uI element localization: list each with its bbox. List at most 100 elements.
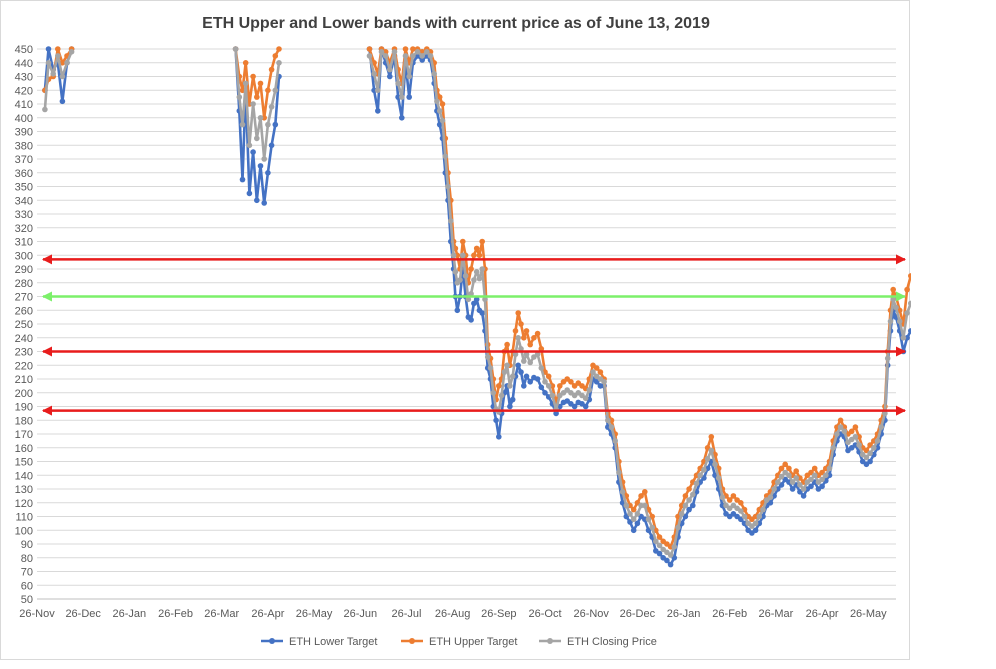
data-point: [276, 60, 282, 66]
y-axis-ticks: 5060708090100110120130140150160170180190…: [15, 44, 33, 606]
x-tick-label: 26-Nov: [19, 608, 55, 620]
data-point: [272, 87, 279, 94]
data-point: [871, 445, 877, 451]
data-point: [771, 486, 777, 492]
data-point: [436, 121, 443, 128]
data-point: [789, 486, 796, 492]
data-point: [856, 442, 862, 448]
legend-label: ETH Lower Target: [289, 636, 377, 648]
data-point: [534, 330, 541, 337]
data-point: [375, 108, 381, 114]
data-point: [630, 527, 637, 534]
data-point: [261, 156, 268, 162]
data-point: [800, 493, 807, 499]
x-tick-label: 26-Dec: [65, 608, 101, 620]
x-tick-label: 26-Dec: [620, 608, 656, 620]
data-point: [378, 49, 385, 55]
data-point: [382, 53, 389, 59]
data-point: [448, 218, 454, 224]
legend-marker: [547, 638, 553, 644]
data-point: [45, 46, 52, 52]
data-point: [246, 142, 253, 149]
data-point: [55, 53, 61, 59]
x-tick-label: 26-Jul: [391, 608, 421, 620]
data-point: [462, 273, 469, 279]
series-line: [368, 47, 911, 566]
data-point: [582, 395, 589, 402]
data-point: [399, 115, 405, 121]
data-point: [515, 362, 521, 369]
x-tick-label: 26-Feb: [712, 608, 747, 620]
data-point: [257, 80, 264, 87]
data-point: [627, 511, 633, 517]
data-point: [410, 53, 416, 59]
data-point: [479, 310, 486, 316]
data-point: [242, 60, 249, 66]
data-point: [454, 307, 461, 314]
data-point: [493, 417, 499, 424]
data-point: [852, 434, 859, 440]
data-point: [582, 403, 589, 410]
y-tick-label: 70: [21, 567, 33, 579]
data-point: [512, 328, 519, 334]
data-point: [863, 454, 870, 461]
data-point: [708, 447, 715, 454]
data-point: [738, 500, 744, 506]
data-point: [841, 428, 848, 435]
y-tick-label: 230: [15, 347, 33, 359]
data-point: [797, 482, 803, 488]
data-point: [371, 71, 377, 77]
data-point: [682, 493, 689, 499]
data-point: [741, 513, 748, 520]
x-tick-label: 26-Jun: [343, 608, 377, 620]
y-tick-label: 210: [15, 374, 33, 386]
data-point: [236, 94, 243, 100]
y-tick-label: 340: [15, 195, 33, 207]
data-point: [623, 502, 630, 509]
data-point: [366, 46, 373, 52]
data-point: [473, 245, 480, 252]
y-tick-label: 420: [15, 85, 33, 97]
data-point: [257, 163, 264, 169]
y-tick-label: 110: [15, 512, 33, 524]
data-point: [908, 273, 911, 279]
y-tick-label: 140: [15, 470, 33, 482]
data-point: [434, 98, 440, 105]
data-point: [460, 252, 466, 259]
data-point: [239, 176, 246, 183]
legend-label: ETH Upper Target: [429, 636, 517, 648]
data-point: [693, 480, 700, 487]
y-tick-label: 90: [21, 539, 33, 551]
y-tick-label: 190: [15, 402, 33, 414]
data-point: [634, 511, 641, 517]
data-point: [908, 328, 911, 334]
data-point: [642, 502, 648, 509]
data-point: [460, 238, 466, 245]
data-point: [789, 479, 796, 485]
data-point: [605, 417, 611, 424]
data-point: [414, 49, 421, 55]
data-point: [242, 80, 249, 87]
data-point: [68, 49, 75, 55]
y-tick-label: 290: [15, 264, 33, 276]
data-point: [250, 101, 256, 107]
x-tick-label: 26-May: [296, 608, 333, 620]
data-point: [450, 252, 457, 259]
data-point: [826, 465, 833, 472]
y-tick-label: 350: [15, 182, 33, 194]
data-point: [419, 57, 426, 63]
data-point: [534, 376, 541, 382]
data-point: [439, 101, 446, 107]
data-point: [250, 73, 256, 80]
data-point: [608, 424, 615, 430]
data-point: [521, 335, 527, 341]
data-point: [760, 506, 766, 513]
data-point: [402, 46, 409, 52]
data-point: [616, 469, 622, 476]
y-tick-label: 360: [15, 168, 33, 180]
legend-marker: [269, 638, 275, 644]
data-point: [619, 489, 626, 495]
data-point: [656, 550, 663, 557]
data-point: [811, 465, 818, 472]
data-point: [257, 115, 264, 121]
